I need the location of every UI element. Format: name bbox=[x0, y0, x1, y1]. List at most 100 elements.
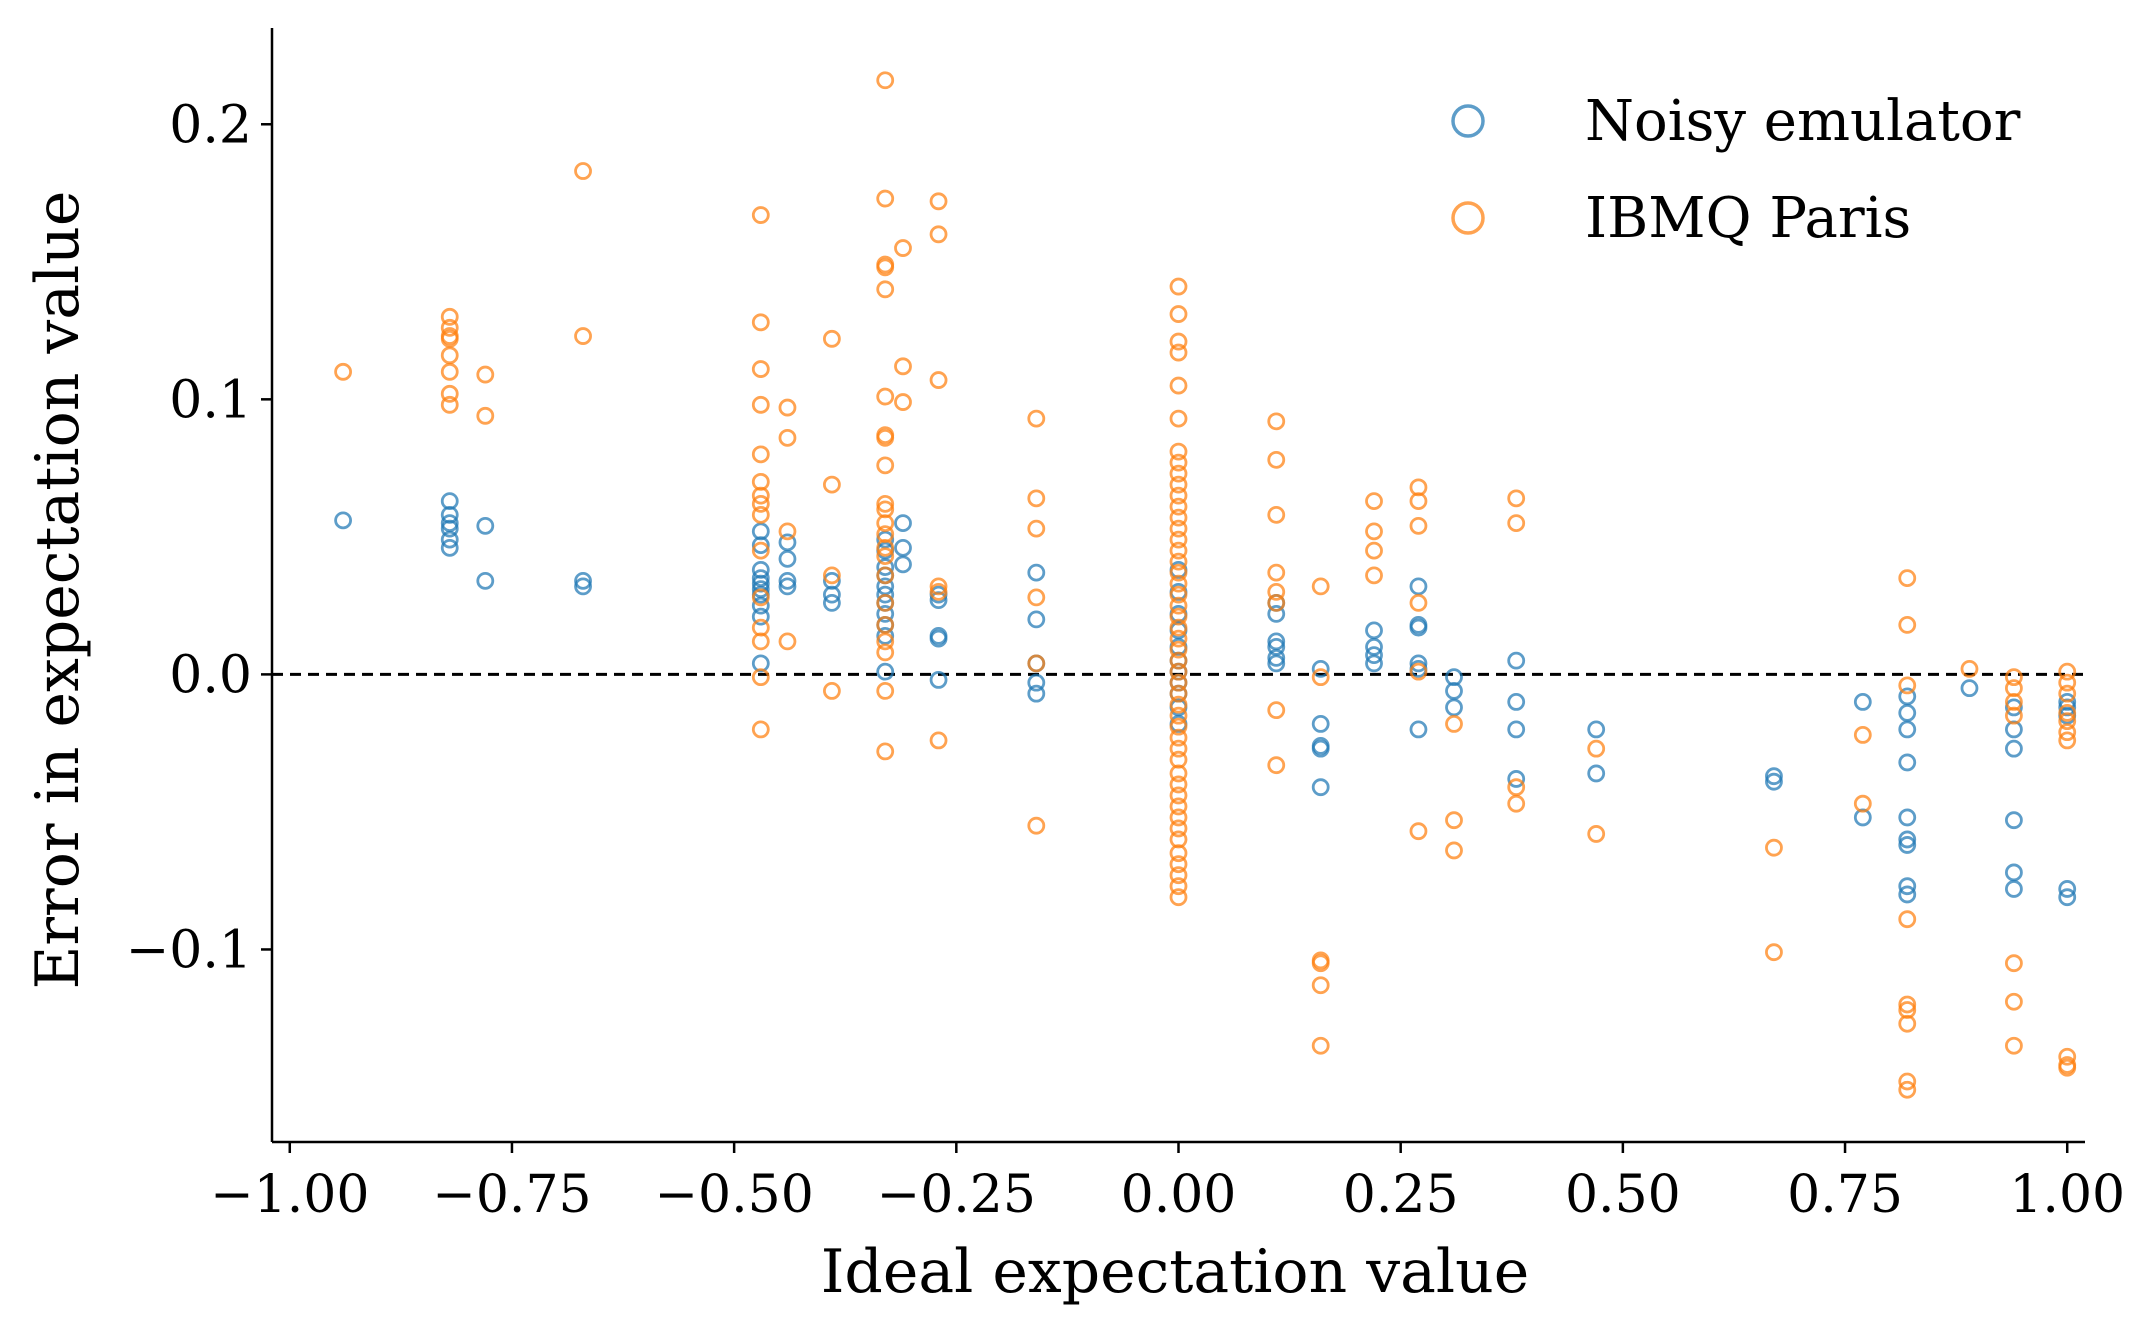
y-tick-label: 0.0 bbox=[169, 645, 252, 705]
data-point bbox=[1898, 569, 1917, 588]
data-point bbox=[1267, 756, 1286, 775]
data-point bbox=[1409, 720, 1428, 739]
data-point bbox=[1169, 343, 1188, 362]
data-point bbox=[1169, 797, 1188, 816]
data-point bbox=[1169, 305, 1188, 323]
data-point bbox=[1169, 618, 1188, 637]
data-point bbox=[1169, 673, 1188, 692]
data-point bbox=[1169, 574, 1188, 593]
data-point bbox=[876, 593, 895, 612]
data-point bbox=[1169, 519, 1188, 538]
data-point bbox=[822, 681, 841, 700]
data-point bbox=[1898, 995, 1917, 1014]
data-point bbox=[1898, 808, 1917, 827]
y-tick-label: 0.1 bbox=[169, 370, 252, 430]
data-point bbox=[1898, 676, 1917, 695]
data-point bbox=[1169, 651, 1188, 670]
data-point bbox=[876, 258, 895, 277]
data-point bbox=[876, 428, 895, 447]
data-point bbox=[876, 643, 895, 662]
data-point bbox=[751, 541, 770, 560]
data-point bbox=[1898, 704, 1917, 722]
data-point bbox=[876, 632, 895, 651]
data-point bbox=[778, 398, 797, 417]
data-point bbox=[751, 536, 770, 555]
data-point bbox=[1027, 816, 1046, 835]
data-point bbox=[1169, 552, 1188, 571]
data-point bbox=[1267, 582, 1286, 601]
data-point bbox=[2005, 863, 2023, 882]
data-point bbox=[334, 362, 352, 381]
data-point bbox=[1169, 786, 1188, 805]
data-point bbox=[2005, 992, 2023, 1011]
legend: Noisy emulator IBMQ Paris bbox=[1451, 89, 2021, 251]
data-point bbox=[929, 731, 948, 750]
data-point bbox=[1311, 715, 1330, 733]
data-point bbox=[876, 615, 895, 634]
data-point bbox=[1898, 1072, 1917, 1091]
data-point bbox=[876, 538, 895, 557]
data-point bbox=[2058, 684, 2077, 703]
data-point bbox=[894, 555, 912, 574]
x-tick-label: −0.75 bbox=[432, 1165, 591, 1225]
data-point bbox=[929, 192, 948, 211]
data-point bbox=[2005, 954, 2023, 973]
data-point bbox=[1765, 767, 1783, 786]
data-point bbox=[751, 360, 770, 378]
data-point bbox=[1267, 648, 1286, 667]
data-point bbox=[778, 428, 797, 447]
data-point bbox=[1311, 659, 1330, 678]
data-point bbox=[876, 662, 895, 681]
data-point bbox=[1169, 866, 1188, 885]
data-point bbox=[1169, 442, 1188, 461]
data-point bbox=[1587, 764, 1606, 783]
data-point bbox=[751, 505, 770, 524]
data-point bbox=[1765, 943, 1783, 962]
data-point bbox=[440, 395, 459, 414]
data-point bbox=[1027, 519, 1046, 538]
data-point bbox=[751, 668, 770, 687]
data-point bbox=[2058, 880, 2077, 898]
data-point bbox=[751, 494, 770, 513]
data-point bbox=[876, 280, 895, 299]
data-point bbox=[929, 577, 948, 596]
data-point bbox=[1898, 910, 1917, 929]
data-point bbox=[822, 585, 841, 604]
x-axis-label: Ideal expectation value bbox=[821, 1237, 1530, 1307]
data-point bbox=[1169, 508, 1188, 527]
data-point bbox=[1169, 475, 1188, 494]
data-point bbox=[2058, 723, 2077, 742]
data-point bbox=[1409, 492, 1428, 511]
data-point bbox=[1409, 516, 1428, 535]
data-point bbox=[1027, 489, 1046, 508]
data-point bbox=[2058, 731, 2077, 750]
legend-label: IBMQ Paris bbox=[1585, 186, 1911, 251]
data-point bbox=[894, 393, 912, 411]
data-point bbox=[894, 239, 912, 257]
data-point bbox=[2005, 1036, 2023, 1055]
data-point bbox=[1169, 585, 1188, 604]
data-point bbox=[2058, 662, 2077, 681]
data-point bbox=[1169, 497, 1188, 516]
data-point bbox=[2005, 880, 2023, 898]
x-tick-label: 1.00 bbox=[2009, 1165, 2125, 1225]
data-point bbox=[1169, 409, 1188, 428]
data-point bbox=[1507, 720, 1526, 739]
data-point bbox=[440, 514, 459, 533]
data-point bbox=[2058, 673, 2077, 692]
data-point bbox=[1587, 720, 1606, 739]
data-point bbox=[1445, 681, 1463, 700]
data-point bbox=[1027, 563, 1046, 582]
data-point bbox=[1898, 877, 1917, 896]
data-point bbox=[1027, 588, 1046, 607]
data-point bbox=[1409, 577, 1428, 596]
data-point bbox=[751, 607, 770, 626]
data-point bbox=[1027, 409, 1046, 428]
data-point bbox=[876, 585, 895, 604]
data-point bbox=[574, 577, 592, 596]
data-point bbox=[1267, 604, 1286, 623]
data-point bbox=[440, 329, 459, 348]
data-point bbox=[476, 365, 495, 384]
data-point bbox=[1311, 976, 1330, 995]
data-point bbox=[1169, 464, 1188, 483]
